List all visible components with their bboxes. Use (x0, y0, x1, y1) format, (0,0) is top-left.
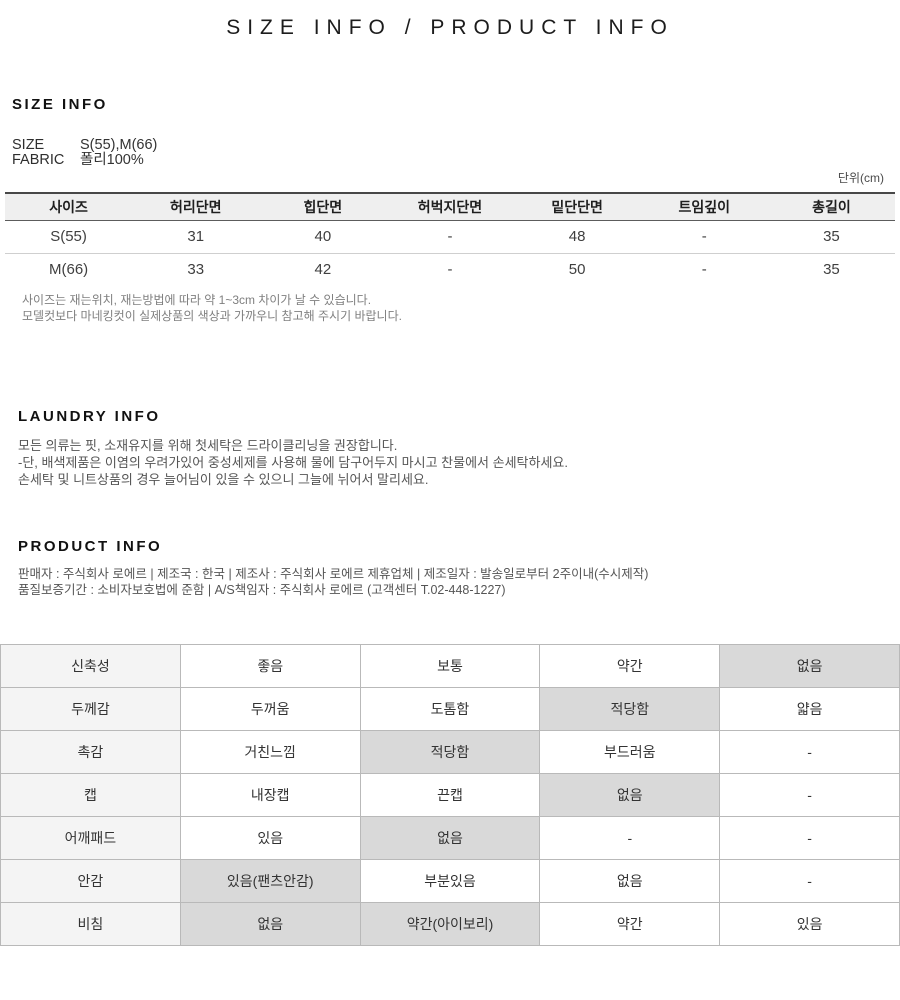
size-cell: 48 (513, 220, 641, 254)
spec-option-selected: 없음 (719, 644, 900, 688)
size-info-heading: SIZE INFO (12, 96, 108, 113)
spec-table-body: 신축성 좋음 보통 약간 없음 두께감 두꺼움 도톰함 적당함 얇음 촉감 거친느낌 적당함 부드러움 - 캡… (0, 644, 900, 946)
spec-option: 없음 (539, 859, 721, 903)
note-line: 모델컷보다 마네킹컷이 실제상품의 색상과 가까우니 참고해 주시기 바랍니다. (22, 309, 402, 323)
size-column-header: 사이즈 (5, 193, 133, 221)
spec-row-label: 신축성 (0, 644, 181, 688)
size-column-header: 총길이 (767, 193, 895, 221)
size-table-row: S(55) 31 40-48-35 (5, 220, 895, 254)
size-cell: 31 (132, 220, 260, 254)
spec-row-label: 비침 (0, 902, 181, 946)
size-cell: 42 (259, 253, 387, 286)
size-notes: 사이즈는 재는위치, 재는방법에 따라 약 1~3cm 차이가 날 수 있습니다… (22, 292, 900, 324)
size-table-row: M(66) 33 42-50-35 (5, 253, 895, 286)
size-cell: - (386, 253, 514, 286)
spec-option: 끈캡 (359, 773, 541, 817)
size-cell: - (640, 253, 768, 286)
spec-option: 내장캡 (179, 773, 361, 817)
laundry-info-lines: 모든 의류는 핏, 소재유지를 위해 첫세탁은 드라이클리닝을 권장합니다. -단… (18, 437, 900, 488)
spec-row-label: 안감 (0, 859, 181, 903)
product-info-lines: 판매자 : 주식회사 로에르 | 제조국 : 한국 | 제조사 : 주식회사 로… (18, 567, 900, 598)
spec-option: 약간 (539, 644, 721, 688)
spec-option: 보통 (359, 644, 541, 688)
size-cell: - (386, 220, 514, 254)
spec-option-selected: 적당함 (539, 687, 721, 731)
spec-row-label: 어깨패드 (0, 816, 181, 860)
spec-option: 도톰함 (359, 687, 541, 731)
product-line: 판매자 : 주식회사 로에르 | 제조국 : 한국 | 제조사 : 주식회사 로… (18, 567, 649, 581)
size-table-header: 사이즈 허리단면 힙단면 허벅지단면 밑단단면 트임깊이 총길이 (5, 193, 895, 221)
spec-option-selected: 있음(팬츠안감) (179, 859, 361, 903)
size-table: 사이즈 허리단면 힙단면 허벅지단면 밑단단면 트임깊이 총길이 S(55) 31 40-48-… (5, 192, 895, 286)
spec-option: - (719, 859, 900, 903)
size-cell: M(66) (5, 253, 133, 286)
spec-option-selected: 없음 (179, 902, 361, 946)
size-cell: 40 (259, 220, 387, 254)
field-label: FABRIC (12, 152, 65, 168)
page-title: SIZE INFO / PRODUCT INFO (226, 16, 674, 39)
size-cell: 35 (767, 253, 895, 286)
spec-option: 부드러움 (539, 730, 721, 774)
spec-option-selected: 없음 (359, 816, 541, 860)
spec-option: - (719, 773, 900, 817)
spec-option: 있음 (179, 816, 361, 860)
field-row: SIZE S(55),M(66) (12, 138, 900, 153)
size-column-header: 힙단면 (259, 193, 387, 221)
spec-option: 약간 (539, 902, 721, 946)
spec-table-row: 어깨패드 있음 없음 - - (0, 816, 900, 860)
spec-option-selected: 없음 (539, 773, 721, 817)
spec-row-label: 촉감 (0, 730, 181, 774)
size-cell: S(55) (5, 220, 133, 254)
spec-option-selected: 적당함 (359, 730, 541, 774)
size-fabric-fields: SIZE S(55),M(66) FABRIC 폴리100% (12, 138, 900, 168)
laundry-info-heading: LAUNDRY INFO (18, 408, 161, 425)
spec-table-row: 촉감 거친느낌 적당함 부드러움 - (0, 730, 900, 774)
laundry-line: 모든 의류는 핏, 소재유지를 위해 첫세탁은 드라이클리닝을 권장합니다. (18, 438, 398, 453)
spec-row-label: 캡 (0, 773, 181, 817)
size-cell: 50 (513, 253, 641, 286)
product-line: 품질보증기간 : 소비자보호법에 준함 | A/S책임자 : 주식회사 로에르 … (18, 582, 506, 597)
spec-table-row: 두께감 두꺼움 도톰함 적당함 얇음 (0, 687, 900, 731)
field-label: SIZE (12, 137, 45, 153)
size-column-header: 허리단면 (132, 193, 260, 221)
spec-table-row: 안감 있음(팬츠안감) 부분있음 없음 - (0, 859, 900, 903)
field-row: FABRIC 폴리100% (12, 153, 900, 168)
spec-option: 두꺼움 (179, 687, 361, 731)
spec-option: - (719, 816, 900, 860)
spec-table: 신축성 좋음 보통 약간 없음 두께감 두꺼움 도톰함 적당함 얇음 촉감 거친느낌 적당함 부드러움 - 캡… (0, 644, 900, 946)
spec-table-row: 캡 내장캡 끈캡 없음 - (0, 773, 900, 817)
spec-option: 부분있음 (359, 859, 541, 903)
spec-option: 얇음 (719, 687, 900, 731)
size-cell: 35 (767, 220, 895, 254)
size-column-header: 밑단단면 (513, 193, 641, 221)
spec-table-row: 신축성 좋음 보통 약간 없음 (0, 644, 900, 688)
size-table-body: S(55) 31 40-48-35 M(66) 33 42-50-35 (5, 220, 895, 286)
spec-option: 거친느낌 (179, 730, 361, 774)
size-column-header: 허벅지단면 (386, 193, 514, 221)
unit-label: 단위(cm) (837, 171, 884, 185)
spec-option: 있음 (719, 902, 900, 946)
size-column-header: 트임깊이 (640, 193, 768, 221)
product-info-heading: PRODUCT INFO (18, 538, 163, 555)
spec-option-selected: 약간(아이보리) (359, 902, 541, 946)
note-line: 사이즈는 재는위치, 재는방법에 따라 약 1~3cm 차이가 날 수 있습니다… (22, 293, 372, 307)
size-cell: 33 (132, 253, 260, 286)
field-value: 폴리100% (80, 152, 144, 168)
spec-row-label: 두께감 (0, 687, 181, 731)
size-cell: - (640, 220, 768, 254)
spec-option: - (539, 816, 721, 860)
field-value: S(55),M(66) (80, 137, 158, 153)
spec-table-row: 비침 없음 약간(아이보리) 약간 있음 (0, 902, 900, 946)
laundry-line: -단, 배색제품은 이염의 우려가있어 중성세제를 사용해 물에 담구어두지 마… (18, 455, 568, 470)
laundry-line: 손세탁 및 니트상품의 경우 늘어님이 있을 수 있으니 그늘에 뉘어서 말리세… (18, 472, 429, 487)
spec-option: - (719, 730, 900, 774)
spec-option: 좋음 (179, 644, 361, 688)
